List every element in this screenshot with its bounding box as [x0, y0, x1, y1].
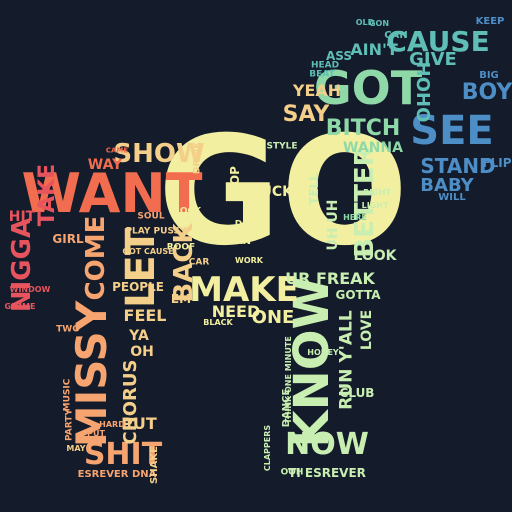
word-ooh: OOH — [280, 467, 304, 478]
word-look: LOOK — [353, 248, 397, 264]
word-wanna: WANNA — [343, 140, 403, 156]
word-two: TWO — [56, 324, 80, 335]
word-ass: ASS — [325, 49, 353, 63]
word-go: GO — [157, 105, 409, 279]
word-see: SEE — [410, 108, 494, 154]
word-esrever-dna: ESREVER DNA — [77, 469, 157, 480]
word-take: TAKE — [35, 163, 60, 227]
word-music: MUSIC — [62, 378, 73, 412]
word-put: PUT — [87, 429, 105, 438]
word-drink: DRINK — [192, 141, 203, 175]
word-now: NOW — [285, 427, 369, 462]
word-em: EM — [170, 292, 192, 306]
word-way: WAY — [87, 157, 123, 173]
word-come: COME — [81, 215, 111, 301]
word-got: GOT — [313, 61, 423, 115]
word-clappers: CLAPPERS — [263, 424, 272, 472]
word-cause: CAUSE — [386, 25, 490, 58]
word-beat: BEAT — [309, 69, 335, 80]
word-flip: FLIP — [482, 156, 512, 170]
word-ya: YA — [129, 328, 149, 344]
word-love: LOVE — [359, 309, 375, 351]
word-will: WILL — [438, 192, 466, 203]
word-say: SAY — [282, 102, 330, 127]
word-play-pussy: PLAY PUSSY — [125, 226, 187, 237]
word-gon: GON — [368, 19, 390, 28]
word-big: BIG — [479, 70, 499, 81]
word-uh-uh: UH UH — [325, 199, 341, 251]
word-stop: STOP — [228, 166, 242, 202]
word-down: DOWN — [234, 219, 268, 230]
word-shake: SHAKE — [149, 446, 160, 484]
word-right: RIGHT — [363, 188, 391, 197]
word-style: STYLE — [266, 141, 298, 152]
word-put: PUT — [121, 414, 157, 433]
word-people: PEOPLE — [112, 280, 164, 294]
word-baby: BABY — [420, 175, 474, 196]
word-man: MAN — [224, 236, 252, 247]
word-car: CAR — [188, 257, 210, 268]
word-light: LIGHT — [361, 201, 389, 210]
word-work: WORK — [235, 256, 263, 265]
word-oh: OH — [130, 344, 154, 360]
word-honey: HONEY — [307, 348, 339, 357]
word-tell: TELL — [307, 173, 321, 205]
word-hey: HEY — [234, 186, 258, 197]
word-shit: SHIT — [83, 437, 163, 472]
word-feel: FEEL — [123, 306, 167, 325]
word-hit: HIT — [8, 209, 36, 225]
word-stand: STAND — [420, 154, 496, 178]
word-party: PARTY — [64, 409, 75, 441]
word-came: CAME — [105, 146, 129, 155]
word-one: ONE — [251, 307, 295, 328]
word-girl: GIRL — [52, 232, 84, 246]
word-head: HEAD — [310, 60, 340, 71]
word-bitch: BITCH — [325, 116, 401, 141]
word-hard: HARD — [99, 420, 125, 429]
word-fuck: FUCK — [250, 184, 294, 200]
word-make: MAKE — [189, 270, 299, 310]
word-let: LET — [118, 227, 164, 309]
word-can: CAN — [384, 30, 408, 41]
word-want: WANT — [21, 162, 203, 225]
word-nigga: NIGGA — [7, 217, 37, 313]
word-think-one-minute: THINK ONE MINUTE — [284, 336, 293, 424]
word-window: WINDOW — [9, 285, 51, 294]
word-ti-esrever: TI ESREVER — [288, 466, 366, 480]
word-boy: BOY — [461, 80, 512, 105]
word-may: MAY — [66, 444, 86, 453]
word-old: OLD — [355, 18, 375, 27]
word-black: BLACK — [203, 318, 233, 327]
word-yeah: YEAH — [292, 81, 342, 100]
word-here: HERE — [343, 213, 367, 222]
word-ur-freak: UR FREAK — [285, 269, 375, 288]
word-ain-t: AIN'T — [350, 40, 398, 59]
word-got-cause: GOT CAUSE — [122, 247, 174, 256]
word-keep: KEEP — [475, 16, 505, 27]
word-roof: ROOF — [166, 242, 196, 253]
word-need: NEED — [211, 302, 261, 321]
word-club: CLUB — [339, 386, 375, 400]
word-gimme: GIMME — [4, 302, 36, 311]
word-gotta: GOTTA — [335, 288, 381, 302]
word-give: GIVE — [409, 49, 457, 70]
word-hoho: HOHO — [412, 61, 433, 123]
word-soul: SOUL — [137, 211, 165, 222]
word-rock: ROCK — [172, 206, 202, 217]
word-show: SHOW — [113, 139, 205, 169]
